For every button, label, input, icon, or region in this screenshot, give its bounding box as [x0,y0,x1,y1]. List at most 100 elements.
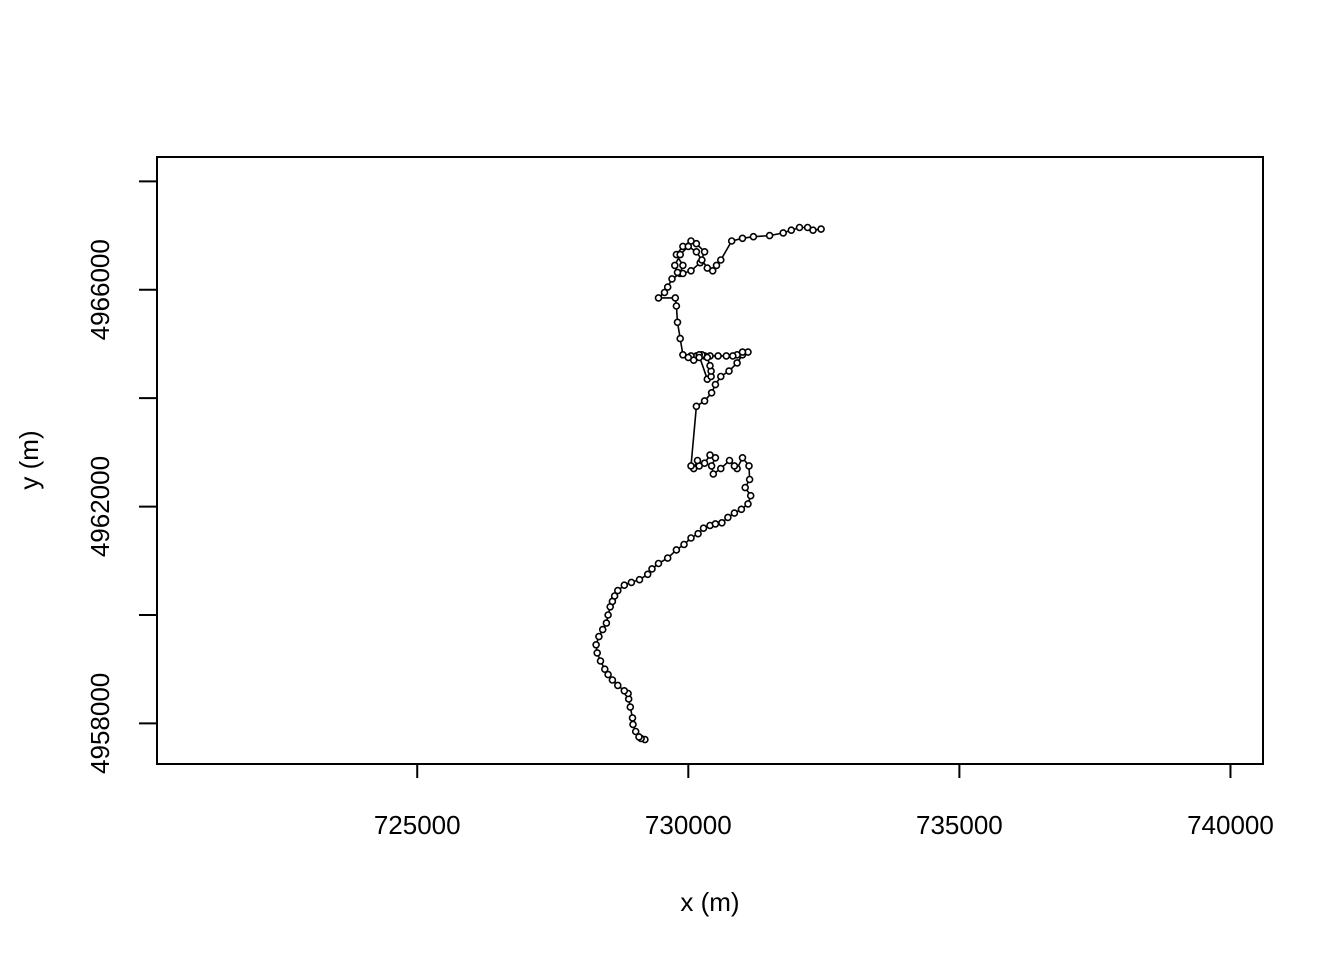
track-point [648,565,656,573]
track-point [694,529,702,538]
track-point [643,570,652,579]
track-point [628,714,637,722]
track-point [670,261,679,270]
track-point [679,350,687,359]
track-point [671,294,680,302]
track-point [698,256,706,264]
track-point [817,225,825,233]
track-point [716,464,725,473]
plot-area [592,223,825,744]
track-point [706,451,714,459]
track-point [738,453,747,462]
track-point [660,288,669,297]
track-point [613,586,622,595]
track-point [746,491,755,500]
track-point [692,239,701,248]
track-point [722,352,731,360]
track-point [598,625,607,634]
y-axis: 4958000 4962000 4966000 [85,180,158,774]
track-point [700,397,709,405]
track-point [672,302,681,310]
track-point [692,248,701,256]
track-point [687,462,695,470]
track-point [673,268,682,277]
track-point [707,388,716,397]
track-point [779,229,788,237]
track-point [604,611,612,619]
track-point [596,657,605,665]
track-point [679,261,687,270]
track-point [699,524,708,533]
track-point [680,540,688,549]
track-point [600,665,609,674]
x-tick-label: 735000 [916,810,1003,840]
track-point [602,619,611,627]
track-point [627,578,636,587]
y-tick-label: 4958000 [85,673,115,774]
x-tick-label: 740000 [1187,810,1274,840]
track-point [718,518,726,527]
track-point [654,294,663,302]
track-point [592,640,600,649]
track-point [693,456,702,465]
x-tick-label: 730000 [645,810,732,840]
track-point [687,534,695,542]
track-point [631,727,640,736]
track-point [635,575,644,584]
track-point [724,513,732,522]
track-point [716,256,725,264]
track-point [626,703,635,711]
track-point [595,632,603,641]
track-point [692,402,701,411]
y-tick-label: 4966000 [85,239,115,340]
track-point [687,266,695,275]
track-point [635,733,643,741]
track-point [725,367,733,375]
track-line [595,226,822,741]
track-point [668,275,676,283]
track-point [604,670,612,679]
track-point [730,462,739,470]
track-point [716,372,725,381]
track-point [593,649,602,657]
track-point [714,352,722,360]
track-point [787,226,796,234]
track-point [745,475,754,484]
track-point [676,334,685,343]
track-point [711,380,720,389]
track-point [712,261,721,270]
track-point [737,505,746,514]
x-axis-label: x (m) [680,887,739,917]
x-tick-label: 725000 [374,810,461,840]
track-point [745,462,753,470]
track-point [706,361,714,370]
track-point [738,234,747,243]
y-tick-label: 4962000 [85,456,115,557]
track-point [809,226,817,234]
track-point [654,559,663,568]
x-axis: 725000 730000 735000 740000 [374,763,1274,840]
track-point [620,581,629,590]
track-point [707,462,716,470]
y-axis-label: y (m) [14,430,44,489]
track-point [749,232,758,241]
track-point [741,483,750,492]
track-point [728,352,737,360]
track-point [663,554,672,562]
track-point [620,686,629,695]
track-point [673,318,682,327]
track-point [744,500,752,508]
track-point [709,470,718,478]
track-point [610,592,619,600]
track-point [708,266,717,275]
track-point [733,359,741,367]
track-point [663,283,672,291]
track-point [725,456,734,465]
track-point [684,242,693,251]
plot-frame [156,156,1264,765]
track-point [765,231,774,240]
track-point [700,248,709,256]
track-point [795,223,804,232]
track-point [727,237,736,245]
